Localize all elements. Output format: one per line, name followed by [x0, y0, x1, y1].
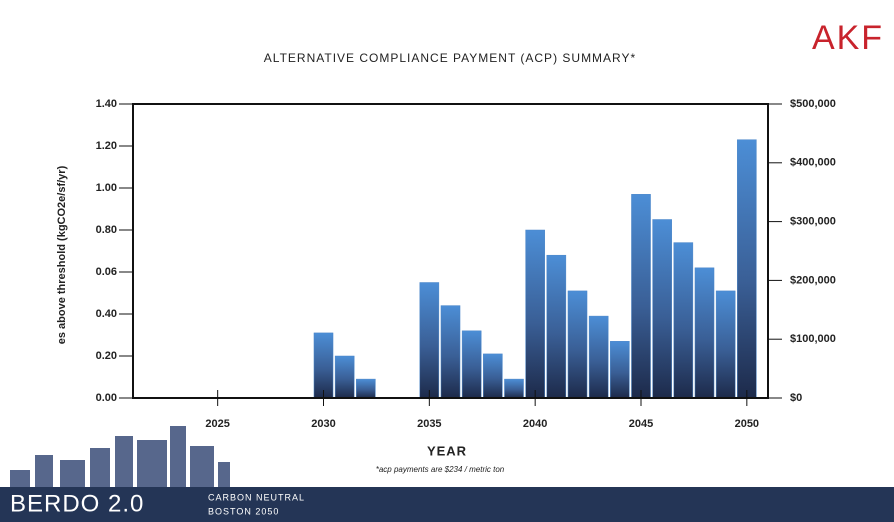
y2-tick-label: $100,000	[790, 333, 836, 345]
bar	[546, 254, 567, 399]
bar	[610, 341, 630, 399]
footer-title: BERDO 2.0	[10, 490, 144, 517]
skyline	[10, 426, 230, 490]
chart-title: ALTERNATIVE COMPLIANCE PAYMENT (ACP) SUM…	[264, 51, 636, 65]
bar	[588, 315, 609, 399]
y2-tick-label: $400,000	[790, 157, 836, 169]
y-axis-label: es above threshold (kgCO2e/sf/yr)	[56, 165, 68, 344]
bar	[504, 378, 524, 399]
y-tick-label: 1.40	[96, 98, 117, 110]
bar	[334, 355, 355, 399]
y2-tick-label: $0	[790, 392, 802, 404]
y-tick-label: 1.20	[96, 140, 117, 152]
bar	[631, 194, 651, 399]
logo: AKF	[812, 19, 884, 57]
x-axis-label: YEAR	[427, 443, 467, 458]
bar	[419, 282, 440, 399]
footer-line: BOSTON 2050	[208, 506, 279, 516]
y-tick-label: 0.40	[96, 308, 117, 320]
x-tick-label: 2025	[205, 418, 229, 430]
footer-line: CARBON NEUTRAL	[208, 492, 305, 502]
bar	[737, 139, 757, 399]
bar	[694, 267, 715, 399]
bar	[440, 305, 461, 399]
y-tick-label: 0.20	[96, 350, 117, 362]
bar	[313, 332, 334, 399]
bar	[652, 219, 672, 399]
plot-frame	[132, 103, 769, 399]
bar	[525, 229, 545, 399]
footer-band	[0, 487, 894, 522]
bar	[567, 290, 588, 399]
y-tick-label: 0.00	[96, 392, 117, 404]
y-tick-label: 0.06	[96, 266, 117, 278]
bar	[715, 290, 736, 399]
x-tick-label: 2030	[311, 418, 335, 430]
bar	[483, 353, 503, 399]
y-tick-label: 0.80	[96, 224, 117, 236]
bar	[461, 330, 482, 399]
x-tick-label: 2035	[417, 418, 441, 430]
y-tick-label: 1.00	[96, 182, 117, 194]
bar	[356, 378, 376, 399]
footnote: *acp payments are $234 / metric ton	[376, 465, 505, 474]
bar	[673, 242, 694, 399]
y2-tick-label: $500,000	[790, 98, 836, 110]
y2-tick-label: $200,000	[790, 274, 836, 286]
x-tick-label: 2050	[735, 418, 759, 430]
x-tick-label: 2040	[523, 418, 547, 430]
y2-tick-label: $300,000	[790, 216, 836, 228]
x-tick-label: 2045	[629, 418, 653, 430]
